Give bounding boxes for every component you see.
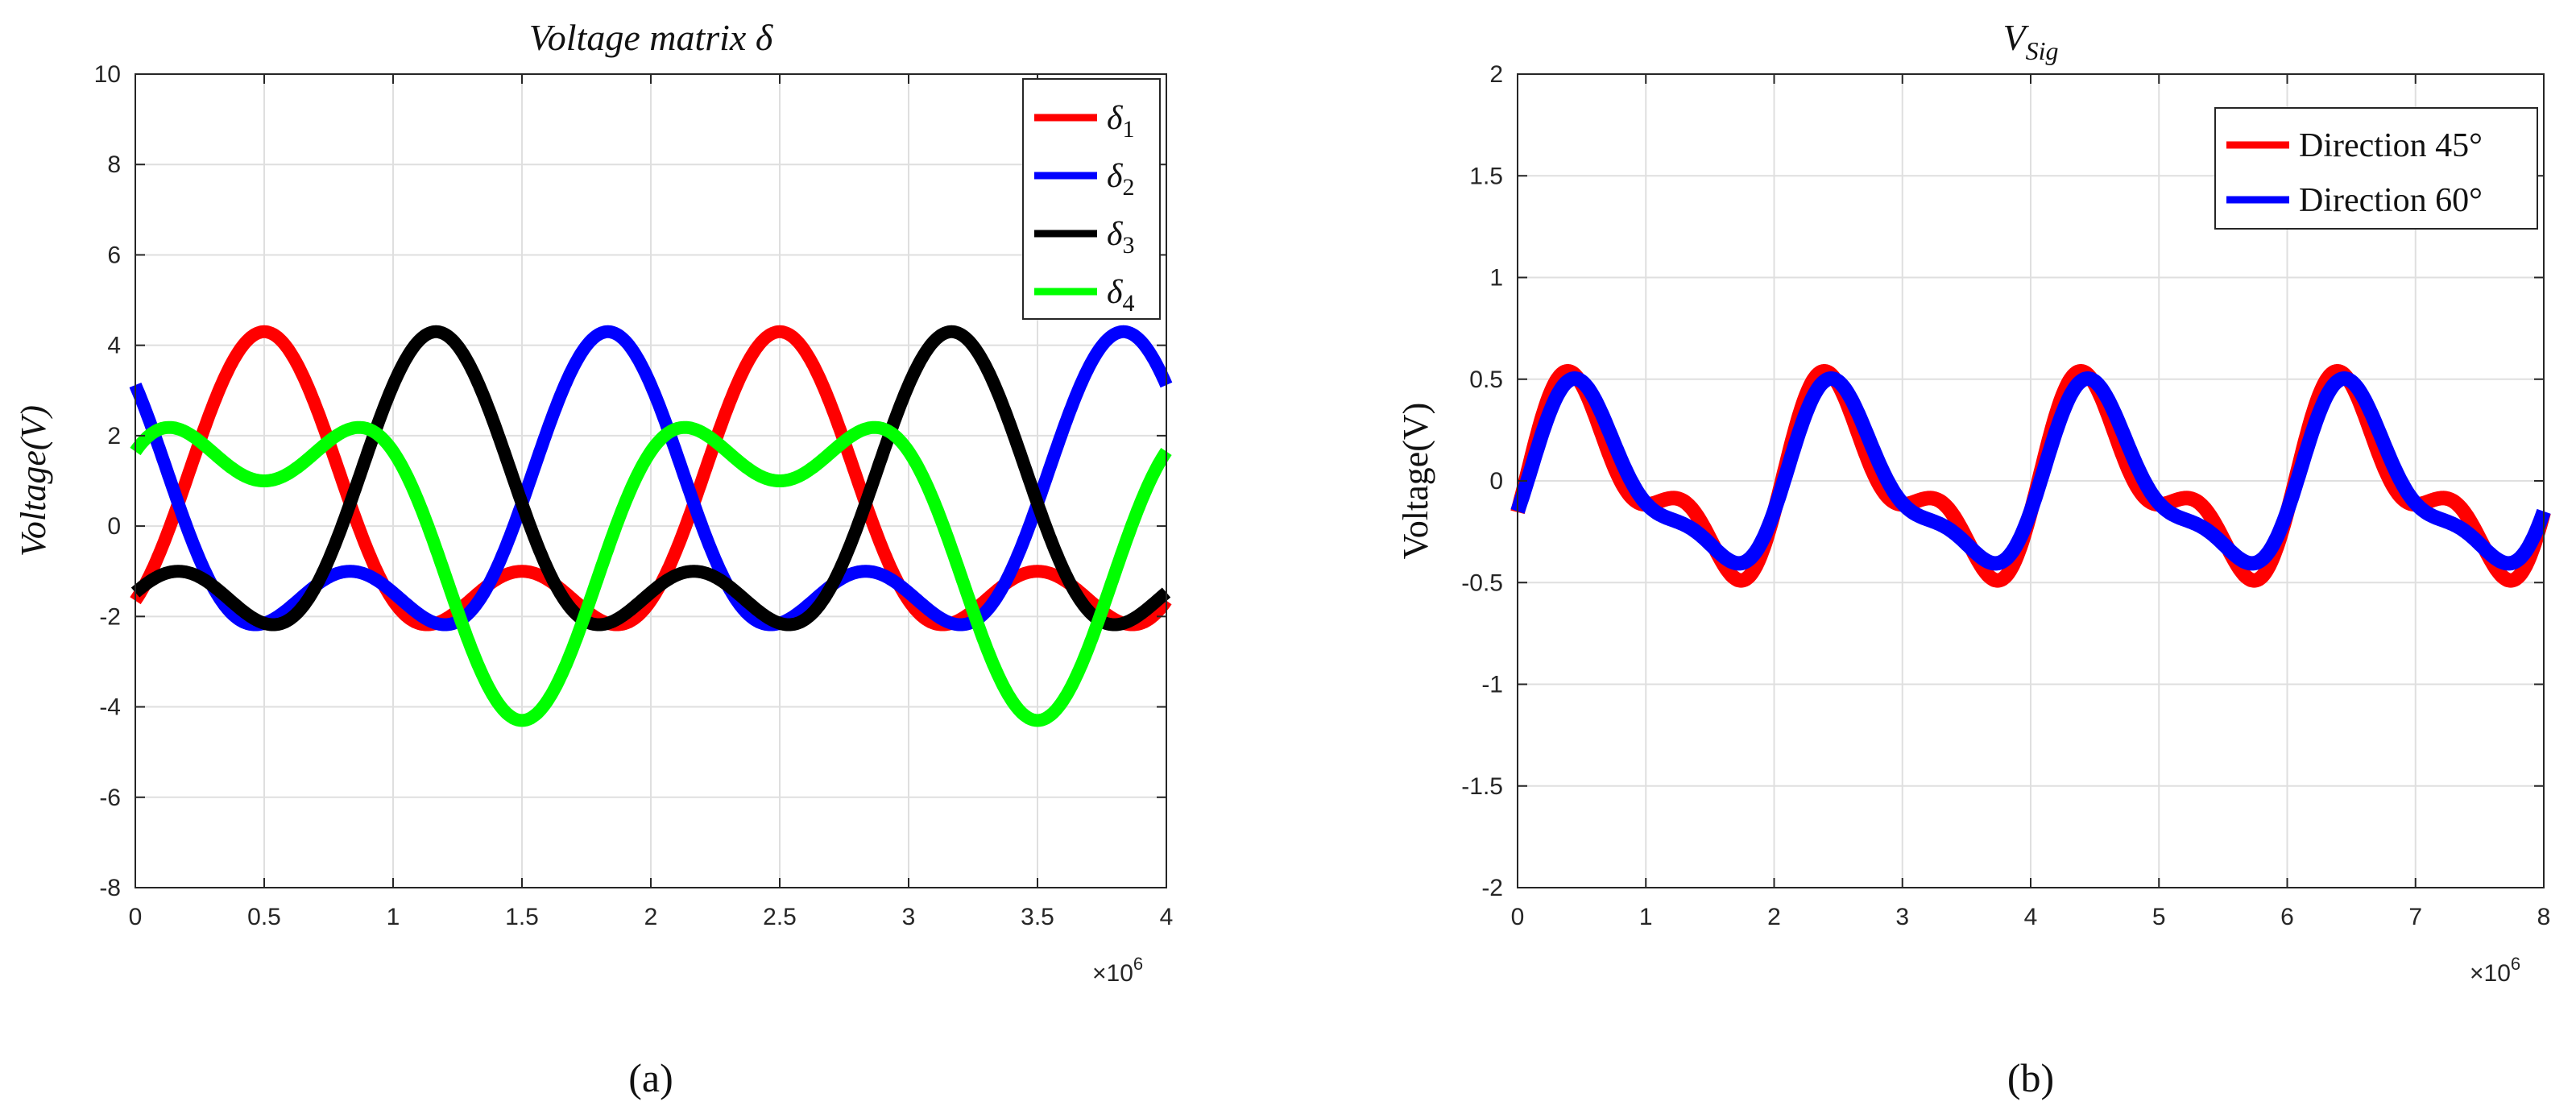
x-tick-label: 3.5 — [1021, 904, 1054, 930]
chart-b: 0 1 2 3 4 5 6 7 8 -2 -1.5 -1 -0.5 0 0.5 1 1.5 2 VSig Volt… — [1396, 17, 2551, 1100]
y-tick-label: -4 — [99, 694, 121, 721]
chart-b-title: VSig — [2003, 17, 2059, 65]
chart-b-x-exponent: ×106 — [2470, 954, 2520, 987]
ticks-b: 0 1 2 3 4 5 6 7 8 -2 -1.5 -1 -0.5 0 0.5 1 1.5 2 — [1461, 61, 2550, 930]
y-tick-label: 2 — [1489, 61, 1503, 88]
chart-b-ylabel: Voltage(V) — [1396, 403, 1435, 560]
series-line-3 — [130, 325, 1172, 632]
x-tick-label: 0 — [1511, 904, 1525, 930]
x-tick-label: 8 — [2537, 904, 2551, 930]
x-tick-label: 2 — [1767, 904, 1781, 930]
y-tick-label: 4 — [107, 333, 121, 359]
y-tick-label: 1.5 — [1469, 163, 1503, 189]
y-tick-label: -0.5 — [1461, 569, 1503, 596]
y-tick-label: -1 — [1481, 672, 1503, 698]
y-tick-label: -6 — [99, 785, 121, 811]
legend-entry: Direction 60° — [2299, 182, 2483, 219]
y-tick-label: 0 — [1489, 468, 1503, 495]
y-tick-label: 0.5 — [1469, 367, 1503, 393]
y-tick-label: 8 — [107, 151, 121, 178]
x-tick-label: 6 — [2280, 904, 2294, 930]
y-tick-label: -1.5 — [1461, 773, 1503, 800]
x-tick-label: 1.5 — [505, 904, 539, 930]
legend-b: Direction 45° Direction 60° — [2214, 107, 2538, 230]
y-tick-label: 1 — [1489, 265, 1503, 292]
ticks-a: 0 0.5 1 1.5 2 2.5 3 3.5 4 -8 -6 -4 -2 0 2 4 6 8 10 — [94, 61, 1174, 930]
x-tick-label: 1 — [387, 904, 400, 930]
x-tick-label: 0.5 — [247, 904, 281, 930]
series-line-2 — [1510, 371, 2551, 571]
legend-entry: δ1 — [1107, 100, 1135, 143]
legend-box — [2214, 107, 2538, 230]
caption-b: (b) — [2007, 1055, 2054, 1100]
x-tick-label: 1 — [1639, 904, 1653, 930]
y-tick-label: 0 — [107, 513, 121, 540]
chart-a-x-exponent: ×106 — [1092, 954, 1143, 987]
caption-a: (a) — [628, 1055, 673, 1100]
legend-entry: δ3 — [1107, 216, 1135, 259]
chart-a: 0 0.5 1 1.5 2 2.5 3 3.5 4 -8 -6 -4 -2 0 2 4 6 8 10 Voltage… — [14, 17, 1173, 1100]
series-lines-b — [1510, 363, 2551, 588]
x-tick-label: 3 — [902, 904, 916, 930]
legend-entry: δ4 — [1107, 274, 1135, 317]
grid-a — [135, 73, 1167, 888]
legend-entry: Direction 45° — [2299, 127, 2483, 164]
legend-a: δ1 δ2 δ3 δ4 — [1022, 78, 1161, 320]
y-tick-label: 6 — [107, 242, 121, 268]
x-tick-label: 4 — [1160, 904, 1174, 930]
chart-a-ylabel: Voltage(V) — [14, 405, 53, 557]
chart-a-title: Voltage matrix δ — [529, 17, 773, 58]
legend-entry: δ2 — [1107, 158, 1135, 201]
y-tick-label: -2 — [1481, 875, 1503, 901]
x-tick-label: 0 — [129, 904, 143, 930]
x-tick-label: 7 — [2408, 904, 2422, 930]
x-tick-label: 3 — [1895, 904, 1909, 930]
x-tick-label: 4 — [2024, 904, 2038, 930]
series-line-4 — [130, 420, 1172, 727]
x-tick-label: 2 — [644, 904, 658, 930]
x-tick-label: 2.5 — [763, 904, 797, 930]
y-tick-label: -8 — [99, 875, 121, 901]
x-tick-label: 5 — [2152, 904, 2166, 930]
y-tick-label: 2 — [107, 423, 121, 449]
series-lines-a — [129, 325, 1173, 727]
y-tick-label: 10 — [94, 61, 121, 88]
y-tick-label: -2 — [99, 603, 121, 630]
